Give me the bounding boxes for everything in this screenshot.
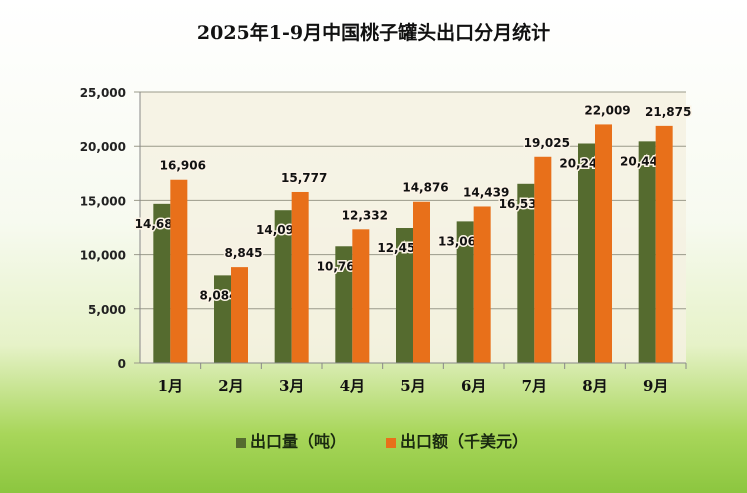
x-tick-label: 7月 <box>522 377 547 395</box>
y-tick-label: 0 <box>118 357 126 371</box>
data-label: 20,249 <box>559 157 605 171</box>
legend-label-value: 出口额（千美元） <box>400 432 529 451</box>
bar-value <box>291 191 309 363</box>
data-label: 14,876 <box>402 181 448 195</box>
bar-volume <box>517 183 535 363</box>
legend: 出口量（吨） 出口额（千美元） <box>236 428 528 452</box>
x-tick-label: 8月 <box>582 377 607 395</box>
bar-volume <box>456 221 474 363</box>
data-label: 15,777 <box>281 171 327 185</box>
x-tick-label: 3月 <box>279 377 304 395</box>
bar-value <box>473 206 491 363</box>
data-label: 13,064 <box>438 234 484 248</box>
y-tick-label: 15,000 <box>80 194 126 208</box>
bar-value <box>352 229 370 363</box>
bar-value <box>170 179 188 363</box>
data-label: 8,084 <box>200 288 238 302</box>
x-tick-label: 4月 <box>340 377 365 395</box>
x-tick-label: 6月 <box>461 377 486 395</box>
chart-title: 2025年1-9月中国桃子罐头出口分月统计 <box>196 22 551 44</box>
bar-value <box>231 267 248 363</box>
bar-value <box>413 201 430 363</box>
x-tick-label: 2月 <box>218 377 243 395</box>
y-tick-label: 25,000 <box>80 86 126 100</box>
data-label: 22,009 <box>584 103 630 117</box>
data-label: 12,453 <box>377 241 423 255</box>
bar-volume <box>274 210 292 363</box>
legend-label-volume: 出口量（吨） <box>250 432 347 451</box>
data-label: 19,025 <box>524 136 570 150</box>
x-tick-label: 5月 <box>400 377 425 395</box>
legend-item-volume: 出口量（吨） <box>236 428 346 452</box>
bar-value <box>595 124 612 363</box>
x-tick-label: 1月 <box>158 377 183 395</box>
data-label: 14,439 <box>463 185 509 199</box>
bar-value <box>534 156 552 363</box>
data-label: 21,875 <box>645 105 691 119</box>
data-label: 14,095 <box>256 223 302 237</box>
legend-swatch-value <box>386 437 397 448</box>
bar-volume <box>153 203 171 363</box>
bar-volume <box>214 275 231 363</box>
y-tick-label: 5,000 <box>88 303 126 317</box>
legend-swatch-volume <box>236 437 246 448</box>
data-label: 16,906 <box>160 159 206 173</box>
data-label: 12,332 <box>342 208 388 222</box>
bar-volume <box>578 143 595 363</box>
y-tick-label: 20,000 <box>80 140 126 154</box>
y-tick-label: 10,000 <box>80 249 126 263</box>
data-label: 14,683 <box>135 217 181 231</box>
legend-item-value: 出口额（千美元） <box>386 428 528 452</box>
data-label: 10,768 <box>317 259 363 273</box>
data-label: 16,532 <box>499 197 545 211</box>
bar-volume <box>638 141 656 363</box>
x-tick-label: 9月 <box>643 377 668 395</box>
bar-volume <box>335 246 353 363</box>
data-label: 20,447 <box>620 154 666 168</box>
bar-volume <box>396 228 413 363</box>
bar-value <box>655 125 673 363</box>
data-label: 8,845 <box>225 246 263 260</box>
